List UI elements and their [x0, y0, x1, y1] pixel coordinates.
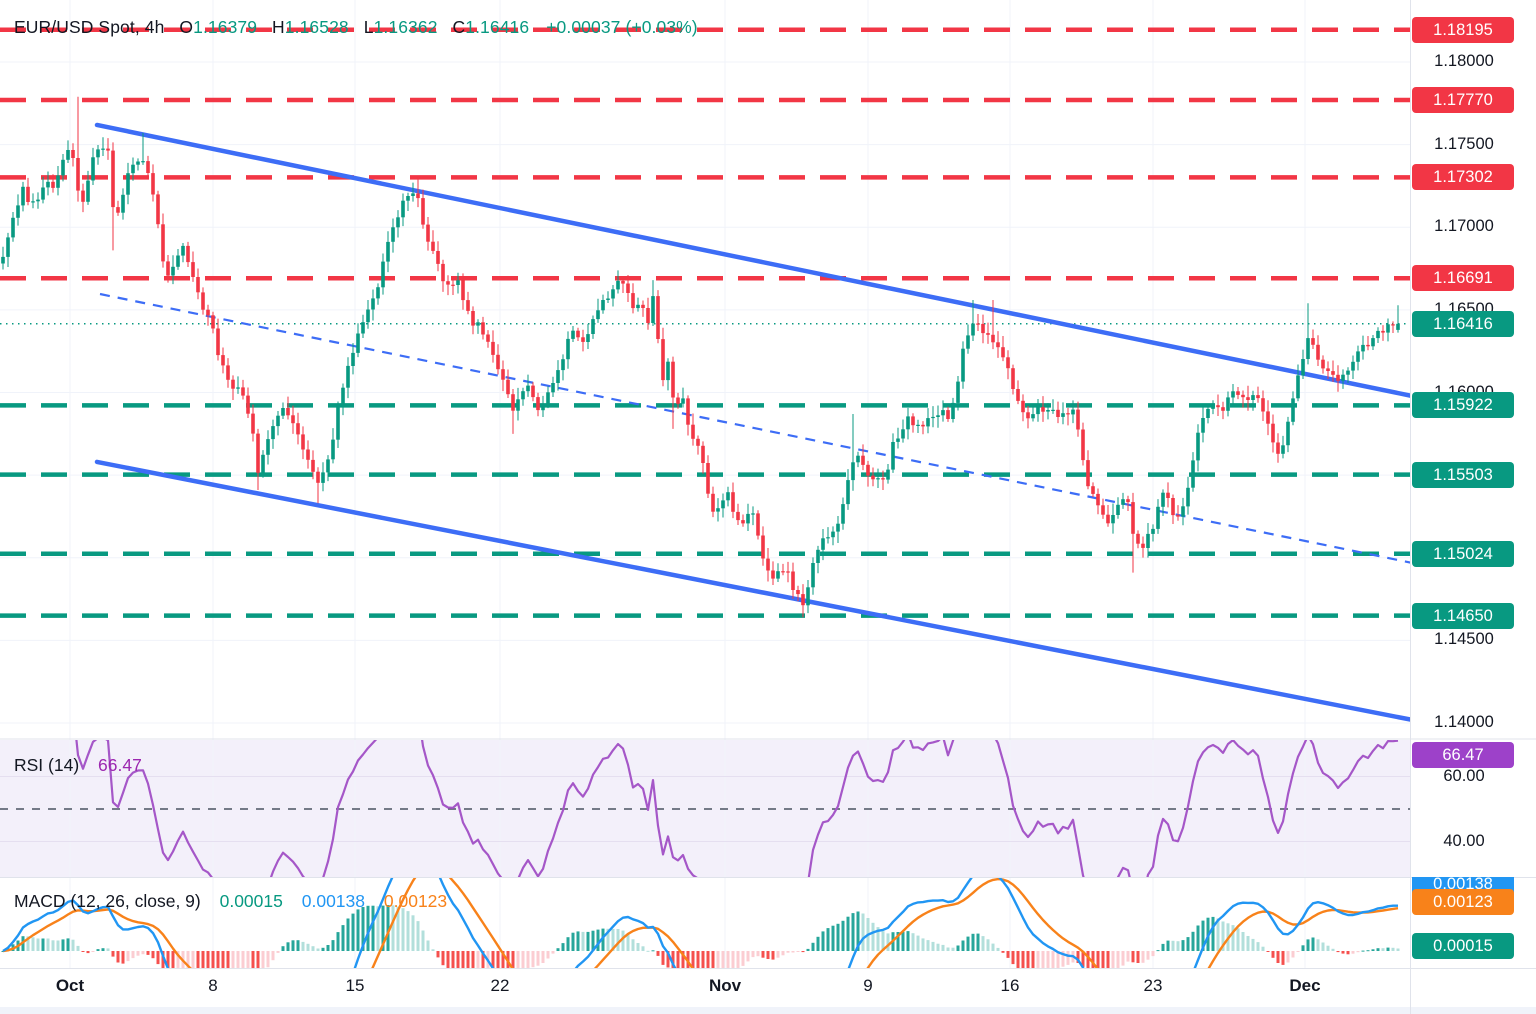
- time-axis-tick[interactable]: Nov: [708, 976, 742, 995]
- high-value: 1.16528: [284, 17, 349, 37]
- time-axis-tick[interactable]: 22: [490, 976, 510, 995]
- price-axis-label: 1.17500: [1434, 134, 1494, 153]
- rsi-pane: [0, 740, 1410, 877]
- price-level-badge: 1.15503: [1412, 461, 1514, 488]
- macd-signal-value: 0.00123: [383, 891, 448, 911]
- price-axis-label: 1.17000: [1434, 217, 1494, 236]
- price-level-badge: 1.17302: [1412, 164, 1514, 191]
- main-pane: [0, 27, 1410, 722]
- rsi-value-badge: 66.47: [1412, 742, 1514, 769]
- change-value: +0.00037 (+0.03%): [546, 17, 698, 37]
- macd-pane: [1, 878, 1400, 968]
- symbol-legend: EUR/USD Spot, 4h O1.16379 H1.16528 L1.16…: [14, 17, 698, 38]
- macd-line-value: 0.00138: [301, 891, 366, 911]
- rsi-axis-label: 60.00: [1443, 766, 1485, 785]
- close-value: 1.16416: [465, 17, 530, 37]
- high-label: H: [272, 17, 285, 37]
- price-axis-label: 1.14500: [1434, 630, 1494, 649]
- current-price-badge: 1.16416: [1412, 310, 1514, 337]
- price-level-badge: 1.16691: [1412, 265, 1514, 292]
- macd-signal-badge: 0.00123: [1412, 889, 1514, 915]
- time-axis-tick[interactable]: 15: [345, 976, 365, 995]
- rsi-legend: RSI (14) 66.47: [14, 755, 142, 776]
- symbol-title: EUR/USD Spot, 4h: [14, 17, 165, 37]
- price-level-badge: 1.14650: [1412, 602, 1514, 629]
- price-level-badge: 1.15024: [1412, 540, 1514, 567]
- price-axis-separator: [1410, 0, 1411, 1014]
- rsi-axis[interactable]: 60.00 40.00 66.47: [1410, 740, 1536, 877]
- close-label: C: [452, 17, 466, 37]
- price-axis[interactable]: 1.180001.175001.170001.165001.160001.145…: [1410, 0, 1536, 738]
- macd-hist-badge: 0.00015: [1412, 933, 1514, 959]
- time-axis-tick[interactable]: Oct: [55, 976, 85, 995]
- time-axis-tick[interactable]: 8: [208, 976, 218, 995]
- price-level-badge: 1.17770: [1412, 87, 1514, 113]
- time-axis-tick[interactable]: 16: [1000, 976, 1020, 995]
- open-label: O: [179, 17, 194, 37]
- time-axis-tick[interactable]: 23: [1143, 976, 1163, 995]
- time-axis-tick[interactable]: Dec: [1289, 976, 1321, 995]
- rsi-value: 66.47: [98, 755, 142, 775]
- price-level-badge: 1.18195: [1412, 16, 1514, 43]
- macd-hist-value: 0.00015: [219, 891, 283, 911]
- low-value: 1.16362: [373, 17, 438, 37]
- price-level-badge: 1.15922: [1412, 392, 1514, 419]
- open-value: 1.16379: [193, 17, 258, 37]
- rsi-label: RSI (14): [14, 755, 80, 775]
- rsi-axis-label: 40.00: [1443, 831, 1485, 850]
- time-axis[interactable]: Oct 8 15 22 Nov 9 16 23 Dec: [0, 970, 1410, 1008]
- low-label: L: [363, 17, 374, 37]
- price-axis-label: 1.18000: [1434, 52, 1494, 70]
- time-axis-tick[interactable]: 9: [863, 976, 873, 995]
- macd-legend: MACD (12, 26, close, 9) 0.00015 0.00138 …: [14, 891, 447, 912]
- macd-label: MACD (12, 26, close, 9): [14, 891, 201, 911]
- macd-axis[interactable]: 0.00138 0.00123 0.00015: [1410, 877, 1536, 1014]
- price-axis-label: 1.14000: [1434, 713, 1494, 731]
